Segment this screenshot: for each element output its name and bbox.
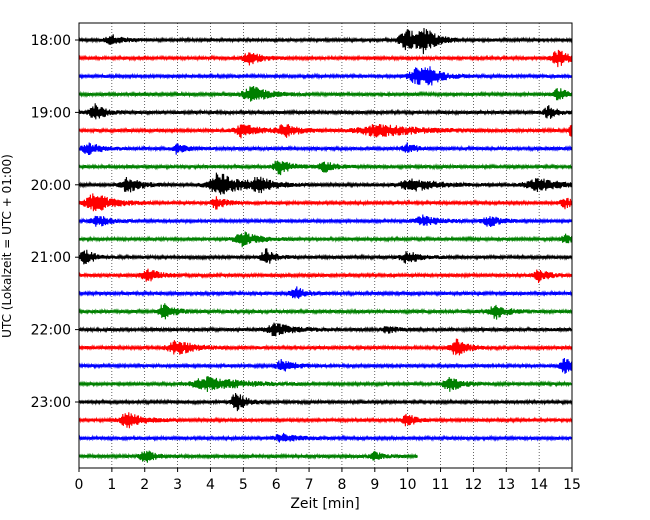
y-tick-label: 21:00 <box>31 250 71 266</box>
x-tick-label: 0 <box>75 477 84 493</box>
trace-line-2330 <box>78 432 573 443</box>
trace-line-2200 <box>78 322 573 337</box>
x-tick-label: 14 <box>530 477 548 493</box>
trace-line-2015 <box>78 193 573 212</box>
trace-line-1945 <box>78 160 573 176</box>
trace-line-1845 <box>78 86 573 102</box>
trace-line-2345 <box>78 450 418 463</box>
trace-line-1915 <box>78 124 573 139</box>
x-tick-label: 12 <box>464 477 482 493</box>
y-tick-label: 19:00 <box>31 105 71 121</box>
trace-line-2000 <box>78 172 573 195</box>
x-tick-label: 3 <box>173 477 182 493</box>
x-tick-label: 13 <box>497 477 515 493</box>
x-tick-label: 5 <box>239 477 248 493</box>
trace-line-2300 <box>78 392 573 412</box>
y-axis-ticks: 18:00 19:00 20:00 21:00 22:00 23:00 <box>31 33 79 411</box>
y-tick-label: 18:00 <box>31 33 71 49</box>
trace-line-1930 <box>78 142 573 155</box>
y-tick-label: 20:00 <box>31 178 71 194</box>
plot-frame <box>78 22 573 469</box>
x-tick-label: 11 <box>432 477 450 493</box>
x-tick-label: 10 <box>399 477 417 493</box>
trace-line-1800 <box>78 27 573 55</box>
x-axis-label: Zeit [min] <box>290 496 359 512</box>
x-tick-label: 2 <box>140 477 149 493</box>
trace-line-2230 <box>78 357 573 374</box>
trace-line-1830 <box>78 66 573 86</box>
x-tick-label: 9 <box>370 477 379 493</box>
trace-line-2130 <box>78 286 573 299</box>
seismic-traces <box>78 27 573 463</box>
y-tick-label: 23:00 <box>31 395 71 411</box>
trace-line-2030 <box>78 214 573 228</box>
trace-line-2115 <box>78 268 573 283</box>
x-tick-label: 8 <box>337 477 346 493</box>
x-tick-label: 7 <box>305 477 314 493</box>
trace-line-2145 <box>78 303 573 320</box>
trace-line-2045 <box>78 231 573 248</box>
x-axis-ticks: 0 1 2 3 4 5 6 7 8 9 10 11 12 13 14 15 <box>75 468 581 493</box>
y-axis-label: UTC (Lokalzeit = UTC + 01:00) <box>0 154 14 338</box>
trace-line-2215 <box>78 338 573 356</box>
x-tick-label: 6 <box>272 477 281 493</box>
x-tick-label: 4 <box>206 477 215 493</box>
x-tick-label: 1 <box>107 477 116 493</box>
trace-line-2100 <box>78 248 573 265</box>
y-tick-label: 22:00 <box>31 323 71 339</box>
trace-line-2245 <box>78 375 573 393</box>
trace-line-1815 <box>78 49 573 68</box>
grid-lines <box>111 23 540 468</box>
trace-line-2315 <box>78 412 573 429</box>
x-tick-label: 15 <box>563 477 581 493</box>
trace-line-1900 <box>78 103 573 120</box>
